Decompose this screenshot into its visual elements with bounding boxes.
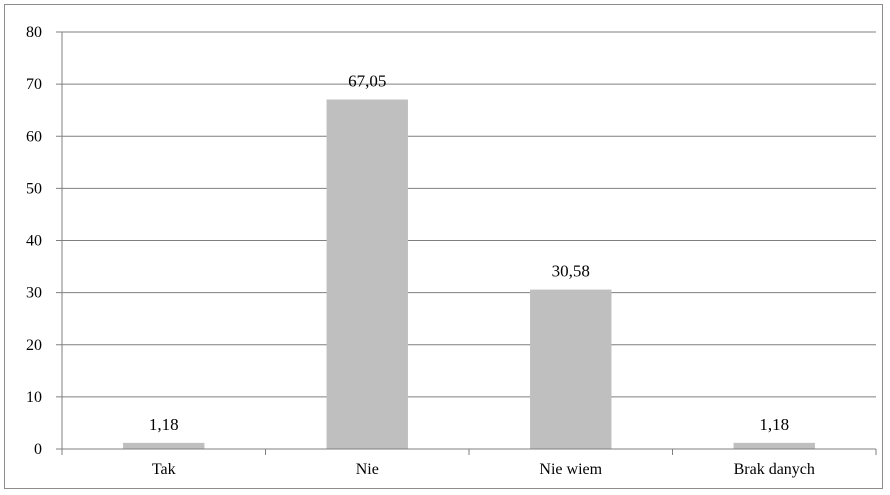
bar-nie-wiem bbox=[530, 289, 612, 449]
data-label: 67,05 bbox=[348, 72, 386, 91]
data-label: 1,18 bbox=[149, 415, 179, 434]
bar-tak bbox=[123, 442, 205, 449]
y-tick-label: 10 bbox=[26, 389, 42, 406]
x-tick-label: Brak danych bbox=[734, 461, 815, 478]
bar-brak-danych bbox=[733, 442, 815, 449]
x-tick-label: Tak bbox=[152, 461, 176, 478]
data-label: 1,18 bbox=[759, 415, 789, 434]
data-label: 30,58 bbox=[552, 262, 590, 281]
axes bbox=[56, 31, 877, 455]
y-tick-label: 30 bbox=[26, 285, 42, 302]
y-tick-label: 80 bbox=[26, 24, 42, 41]
x-tick-label: Nie bbox=[356, 461, 379, 478]
gridlines bbox=[62, 31, 876, 398]
labels: 0 10 20 30 40 50 60 70 80 1,18 Tak 67,05 Nie 30,58 Nie… bbox=[26, 24, 815, 478]
y-tick-label: 60 bbox=[26, 128, 42, 145]
bars bbox=[123, 99, 815, 449]
chart-frame bbox=[4, 4, 883, 489]
y-tick-label: 50 bbox=[26, 180, 42, 197]
y-tick-label: 40 bbox=[26, 233, 42, 250]
y-tick-label: 20 bbox=[26, 337, 42, 354]
y-tick-label: 70 bbox=[26, 76, 42, 93]
bar-nie bbox=[326, 99, 408, 449]
y-tick-label: 0 bbox=[34, 441, 42, 458]
x-tick-label: Nie wiem bbox=[539, 461, 602, 478]
